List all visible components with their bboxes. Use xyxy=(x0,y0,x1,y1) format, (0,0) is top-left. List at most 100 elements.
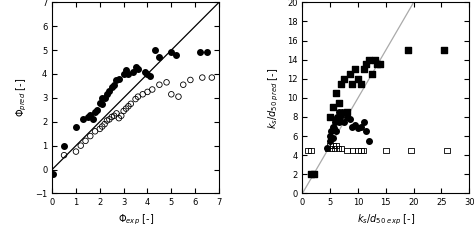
Point xyxy=(163,80,170,84)
Point xyxy=(340,77,348,81)
Point xyxy=(208,76,216,79)
Point xyxy=(199,76,206,79)
Point xyxy=(329,144,337,147)
Point xyxy=(79,117,87,121)
Point xyxy=(329,106,337,109)
Point xyxy=(324,147,331,150)
Point xyxy=(167,93,175,96)
Point xyxy=(346,117,354,121)
Point xyxy=(382,149,390,152)
Point xyxy=(99,96,106,100)
Point xyxy=(134,95,142,99)
Point xyxy=(113,112,120,115)
Point xyxy=(99,102,106,106)
Y-axis label: $k_s/d_{50\ pred}$ [-]: $k_s/d_{50\ pred}$ [-] xyxy=(267,67,282,129)
Point xyxy=(144,72,151,76)
Point xyxy=(86,134,94,138)
Point xyxy=(96,101,104,104)
Point xyxy=(440,48,448,52)
Point xyxy=(77,144,84,147)
Point xyxy=(404,48,412,52)
Point xyxy=(101,122,109,126)
Point xyxy=(125,104,132,108)
Point xyxy=(343,149,351,152)
Point xyxy=(115,116,123,120)
Point xyxy=(329,125,337,128)
Point xyxy=(91,130,99,133)
Point xyxy=(363,130,370,133)
Point xyxy=(351,123,359,127)
Point xyxy=(172,53,180,57)
Point xyxy=(103,93,111,96)
Point xyxy=(120,72,128,76)
Point xyxy=(357,125,365,128)
Point xyxy=(115,77,123,81)
Point xyxy=(343,115,351,119)
Point xyxy=(106,89,113,93)
Point xyxy=(331,120,338,123)
Point xyxy=(337,113,345,117)
Point xyxy=(187,78,194,82)
Point xyxy=(354,127,362,130)
Point xyxy=(106,117,113,121)
Point xyxy=(203,51,211,54)
Point xyxy=(354,77,362,81)
Point xyxy=(349,149,356,152)
X-axis label: $\Phi_{exp}$ [-]: $\Phi_{exp}$ [-] xyxy=(118,213,154,227)
Point xyxy=(335,120,342,123)
Point xyxy=(337,147,345,150)
Point xyxy=(72,125,80,128)
Point xyxy=(307,149,315,152)
Point xyxy=(354,149,362,152)
Point xyxy=(360,120,367,123)
Point xyxy=(139,93,146,96)
Point xyxy=(328,130,335,133)
Point xyxy=(327,134,334,138)
Point xyxy=(327,139,334,143)
Point xyxy=(155,83,163,87)
Point xyxy=(332,117,339,121)
Point xyxy=(407,149,415,152)
X-axis label: $k_s/d_{50\ exp}$ [-]: $k_s/d_{50\ exp}$ [-] xyxy=(357,213,415,227)
Point xyxy=(363,62,370,66)
Point xyxy=(327,144,334,147)
Point xyxy=(324,146,331,149)
Point xyxy=(113,78,120,82)
Point xyxy=(330,127,338,130)
Point xyxy=(91,110,99,114)
Point xyxy=(443,149,451,152)
Point xyxy=(127,102,135,106)
Point xyxy=(307,172,315,176)
Point xyxy=(340,120,348,123)
Point xyxy=(351,67,359,71)
Point xyxy=(337,82,345,86)
Point xyxy=(118,114,125,118)
Point xyxy=(346,72,354,76)
Point xyxy=(337,115,344,119)
Point xyxy=(338,110,346,114)
Point xyxy=(371,58,379,62)
Point xyxy=(96,127,104,131)
Point xyxy=(144,90,151,94)
Point xyxy=(349,125,356,128)
Point xyxy=(134,67,142,71)
Point xyxy=(368,72,376,76)
Point xyxy=(110,83,118,87)
Point xyxy=(101,96,109,100)
Point xyxy=(329,136,337,140)
Point xyxy=(125,72,132,76)
Point xyxy=(180,83,187,87)
Point xyxy=(132,65,139,69)
Point xyxy=(50,172,57,176)
Point xyxy=(357,149,365,152)
Point xyxy=(335,101,342,104)
Point xyxy=(343,110,351,114)
Point xyxy=(310,172,317,176)
Point xyxy=(335,147,342,150)
Point xyxy=(122,107,130,110)
Point xyxy=(365,58,373,62)
Point xyxy=(360,67,367,71)
Point xyxy=(357,82,365,86)
Point xyxy=(89,117,96,121)
Point xyxy=(332,130,339,133)
